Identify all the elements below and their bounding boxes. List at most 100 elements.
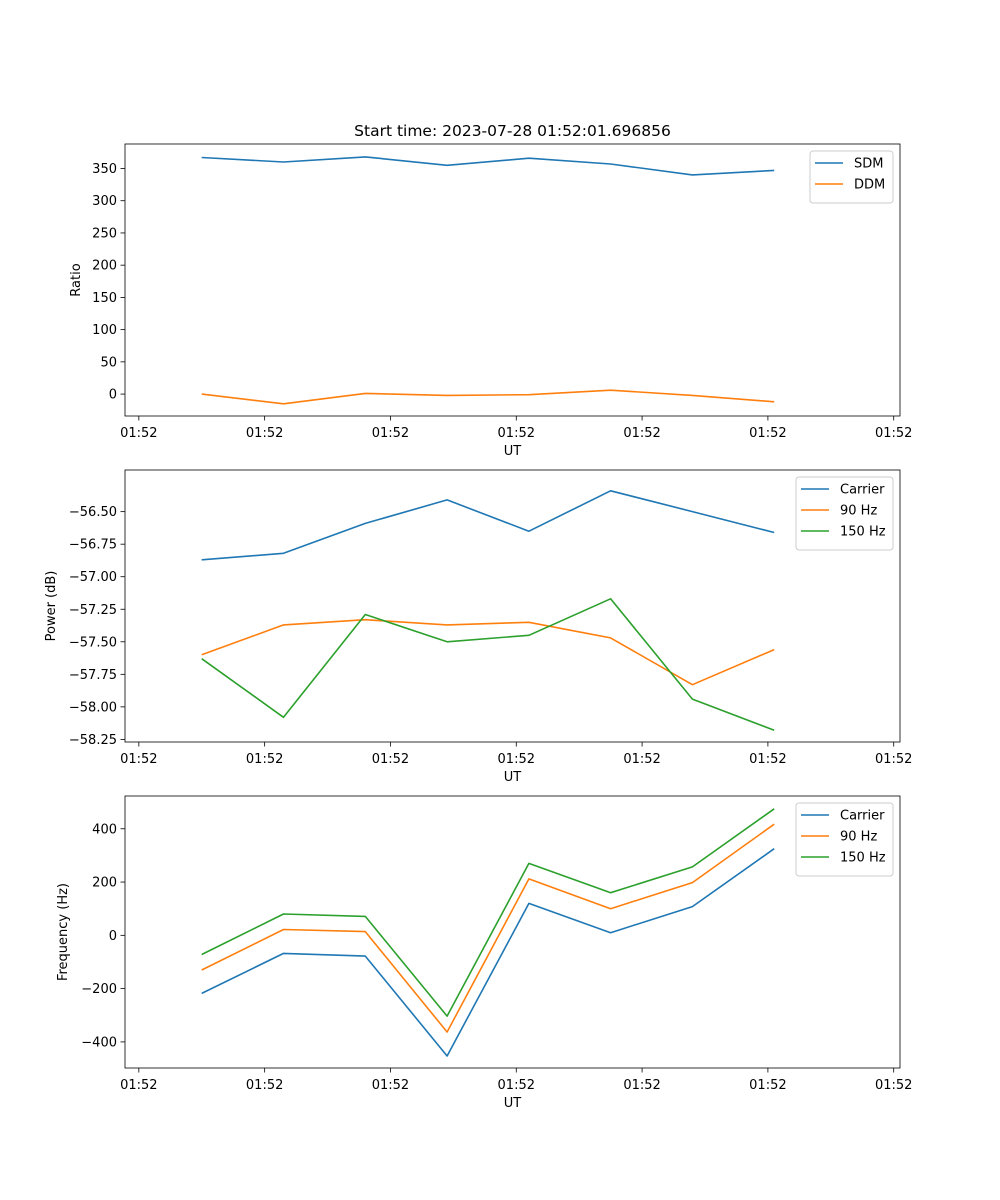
legend: Carrier 90 Hz 150 Hz <box>795 476 894 551</box>
x-tick-label: 01:52 <box>498 426 535 441</box>
data-point-sdm <box>200 156 203 159</box>
x-tick-label: 01:52 <box>623 426 660 441</box>
data-point-sdm <box>364 155 367 158</box>
data-point-ddm <box>282 402 285 405</box>
data-point-90-hz <box>200 968 203 971</box>
data-point-90-hz <box>527 621 530 624</box>
series-line-150-hz <box>201 808 775 1017</box>
y-tick-label: −57.00 <box>69 570 117 585</box>
data-point-150-hz <box>364 915 367 918</box>
legend-label-90-hz: 90 Hz <box>840 830 877 845</box>
y-tick-label: 150 <box>92 291 117 306</box>
x-tick-label: 01:52 <box>246 426 283 441</box>
y-tick-label: 50 <box>100 355 117 370</box>
data-point-90-hz <box>609 907 612 910</box>
data-point-ddm <box>527 393 530 396</box>
data-point-carrier <box>282 952 285 955</box>
data-point-carrier <box>691 905 694 908</box>
data-point-carrier <box>446 498 449 501</box>
data-point-ddm <box>609 389 612 392</box>
x-tick-label: 01:52 <box>875 1078 912 1093</box>
data-point-150-hz <box>446 640 449 643</box>
data-point-sdm <box>527 157 530 160</box>
data-point-150-hz <box>527 634 530 637</box>
y-tick-label: −57.25 <box>69 603 117 618</box>
data-point-90-hz <box>773 648 776 651</box>
y-tick-label: 400 <box>92 822 117 837</box>
data-point-150-hz <box>691 865 694 868</box>
figure-title: Start time: 2023-07-28 01:52:01.696856 <box>354 122 671 140</box>
data-point-90-hz <box>200 653 203 656</box>
series-line-carrier <box>201 489 775 561</box>
x-tick-label: 01:52 <box>246 1078 283 1093</box>
legend-label-150-hz: 150 Hz <box>840 525 886 540</box>
data-point-150-hz <box>200 953 203 956</box>
y-tick-label: 100 <box>92 323 117 338</box>
data-point-carrier <box>527 902 530 905</box>
x-tick-label: 01:52 <box>875 752 912 767</box>
x-tick-label: 01:52 <box>372 752 409 767</box>
y-tick-label: −56.75 <box>69 538 117 553</box>
y-tick-label: 0 <box>109 929 117 944</box>
y-tick-label: −57.50 <box>69 635 117 650</box>
series-line-ddm <box>201 389 775 405</box>
y-tick-label: −56.50 <box>69 505 117 520</box>
data-point-90-hz <box>364 618 367 621</box>
x-tick-label: 01:52 <box>120 1078 157 1093</box>
data-point-90-hz <box>282 623 285 626</box>
legend-label-carrier: Carrier <box>840 809 885 824</box>
subplot-2: 01:5201:5201:5201:5201:5201:5201:5201:53… <box>44 469 912 785</box>
x-tick-label: 01:52 <box>749 1078 786 1093</box>
data-point-150-hz <box>200 657 203 660</box>
x-tick-label: 01:52 <box>623 1078 660 1093</box>
y-axis-label: Power (dB) <box>44 571 59 642</box>
y-tick-label: 300 <box>92 194 117 209</box>
data-point-sdm <box>609 162 612 165</box>
x-axis-label: UT <box>504 770 522 785</box>
x-tick-label: 01:52 <box>372 1078 409 1093</box>
data-point-carrier <box>282 552 285 555</box>
data-point-90-hz <box>527 877 530 880</box>
x-tick-label: 01:52 <box>120 752 157 767</box>
data-point-ddm <box>200 393 203 396</box>
y-tick-label: −57.75 <box>69 668 117 683</box>
data-point-ddm <box>773 400 776 403</box>
x-tick-label: 01:52 <box>498 752 535 767</box>
y-tick-label: 0 <box>109 388 117 403</box>
data-point-150-hz <box>609 597 612 600</box>
data-point-ddm <box>446 394 449 397</box>
data-point-150-hz <box>364 613 367 616</box>
legend-box <box>809 150 894 204</box>
data-point-carrier <box>200 992 203 995</box>
data-point-carrier <box>609 489 612 492</box>
data-point-carrier <box>609 931 612 934</box>
data-point-carrier <box>364 522 367 525</box>
series-line-sdm <box>201 156 775 176</box>
data-point-90-hz <box>691 881 694 884</box>
data-point-150-hz <box>282 716 285 719</box>
x-tick-label: 01:52 <box>246 752 283 767</box>
legend-label-90-hz: 90 Hz <box>840 504 877 519</box>
y-tick-label: −58.00 <box>69 700 117 715</box>
x-tick-label: 01:52 <box>749 752 786 767</box>
data-point-90-hz <box>691 683 694 686</box>
data-point-150-hz <box>527 862 530 865</box>
x-axis-label: UT <box>504 444 522 459</box>
x-tick-label: 01:52 <box>623 752 660 767</box>
y-tick-label: −200 <box>81 982 117 997</box>
data-point-90-hz <box>773 823 776 826</box>
data-point-sdm <box>773 169 776 172</box>
data-point-90-hz <box>282 928 285 931</box>
axes-frame <box>124 469 901 743</box>
x-tick-label: 01:52 <box>372 426 409 441</box>
data-point-sdm <box>691 173 694 176</box>
y-axis-label: Ratio <box>69 263 84 296</box>
subplot-1: 01:5201:5201:5201:5201:5201:5201:5201:53… <box>69 143 912 459</box>
y-tick-label: 250 <box>92 226 117 241</box>
data-point-carrier <box>527 530 530 533</box>
x-axis-label: UT <box>504 1096 522 1111</box>
data-point-90-hz <box>446 1031 449 1034</box>
axes-frame <box>124 143 901 417</box>
x-tick-label: 01:52 <box>749 426 786 441</box>
